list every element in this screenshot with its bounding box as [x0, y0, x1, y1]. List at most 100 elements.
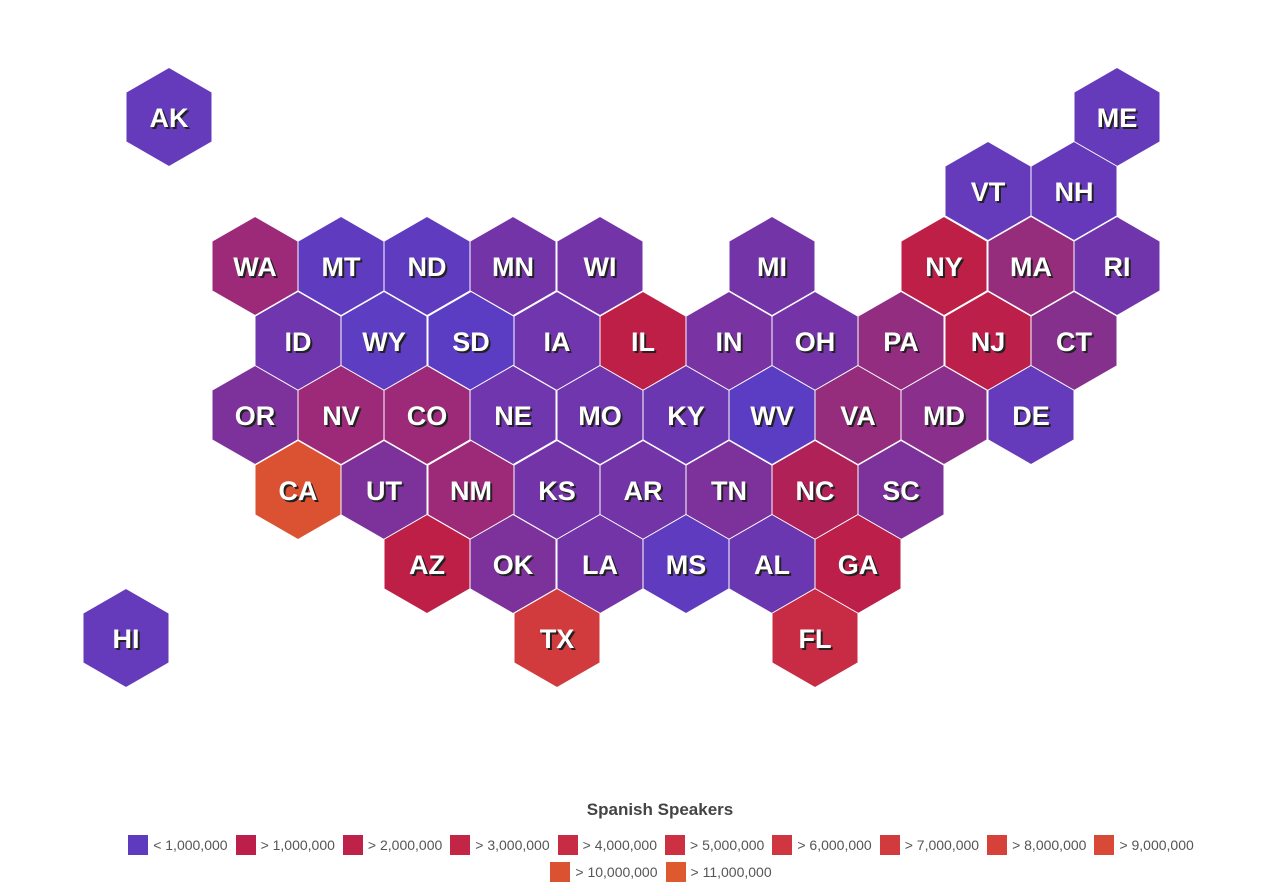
state-label: KY: [667, 401, 705, 431]
state-label-shadow: SC: [884, 478, 922, 508]
state-label: NH: [1055, 177, 1094, 207]
legend-item: > 5,000,000: [665, 834, 764, 856]
state-hex[interactable]: [513, 587, 601, 689]
state-label: MA: [1010, 252, 1052, 282]
state-label-shadow: WY: [364, 329, 408, 359]
state-label-shadow: ID: [287, 329, 314, 359]
state-label-shadow: KS: [540, 478, 578, 508]
state-hex[interactable]: [1073, 215, 1161, 317]
state-label-shadow: RI: [1106, 254, 1133, 284]
state-label: NV: [322, 401, 360, 431]
state-label-shadow: OK: [495, 552, 536, 582]
legend-swatch: [772, 835, 793, 855]
state-hex[interactable]: [987, 364, 1075, 466]
state-label-shadow: NY: [927, 254, 965, 284]
state-hex[interactable]: [900, 364, 988, 466]
state-label: AK: [150, 103, 189, 133]
state-label-shadow: NV: [324, 403, 362, 433]
legend-swatch: [235, 835, 256, 855]
state-label-shadow: OR: [237, 403, 278, 433]
state-label-shadow: MI: [759, 254, 789, 284]
state-label-shadow: IN: [718, 329, 745, 359]
legend-label: > 8,000,000: [1012, 837, 1087, 853]
legend-item: > 9,000,000: [1094, 834, 1194, 856]
state-label: WY: [362, 327, 406, 357]
state-hex[interactable]: [771, 587, 859, 689]
state-label: IL: [631, 327, 655, 357]
state-label-shadow: OH: [797, 329, 838, 359]
legend-title: Spanish Speakers: [586, 800, 734, 819]
state-label: LA: [582, 550, 618, 580]
legend-swatch: [1094, 835, 1115, 855]
legend-label: > 4,000,000: [582, 837, 657, 853]
state-label: ND: [408, 252, 447, 282]
state-hex[interactable]: [125, 66, 213, 168]
state-hex[interactable]: [556, 215, 644, 317]
legend-swatch: [550, 862, 571, 882]
state-hex[interactable]: [728, 215, 816, 317]
state-hex[interactable]: [900, 215, 988, 317]
state-label-shadow: CO: [409, 403, 450, 433]
state-label: GA: [838, 550, 879, 580]
state-hex[interactable]: [469, 513, 557, 615]
state-label: OK: [493, 550, 534, 580]
legend-label: > 10,000,000: [575, 864, 658, 880]
legend-item: > 11,000,000: [665, 861, 772, 883]
state-label: UT: [366, 476, 402, 506]
state-label-shadow: WI: [586, 254, 619, 284]
legend-label: > 9,000,000: [1119, 837, 1194, 853]
legend-item: < 1,000,000: [128, 834, 228, 856]
state-label: KS: [538, 476, 576, 506]
state-hex[interactable]: [1030, 140, 1118, 242]
legend-item: > 7,000,000: [879, 834, 979, 856]
legend-swatch: [128, 835, 149, 855]
state-hex[interactable]: [82, 587, 170, 689]
state-label: MS: [666, 550, 707, 580]
state-label-shadow: SD: [454, 329, 492, 359]
